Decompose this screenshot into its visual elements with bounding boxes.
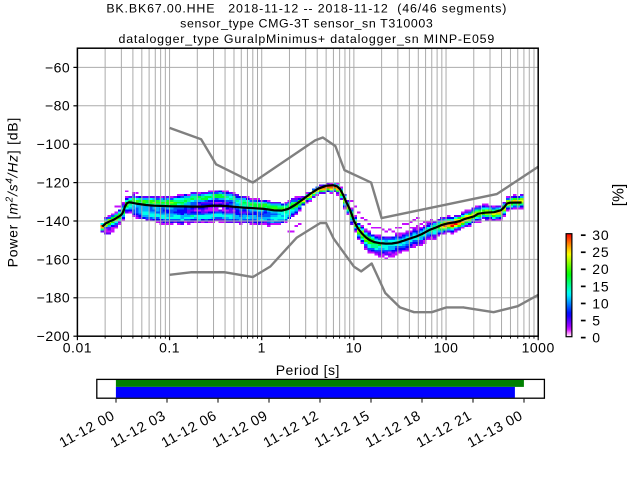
svg-text:−120: −120: [37, 175, 71, 191]
svg-text:10: 10: [346, 340, 363, 356]
svg-text:0.01: 0.01: [63, 340, 92, 356]
svg-text:−200: −200: [37, 328, 71, 344]
svg-text:25: 25: [592, 244, 609, 260]
svg-text:100: 100: [434, 340, 459, 356]
svg-text:−100: −100: [37, 136, 71, 152]
svg-text:BK.BK67.00.HHE 2018-11-12 --: BK.BK67.00.HHE 2018-11-12 -- 2018-11-12 …: [106, 1, 507, 15]
svg-text:Period [s]: Period [s]: [276, 362, 340, 378]
svg-text:[%]: [%]: [611, 184, 628, 206]
svg-text:−160: −160: [37, 251, 71, 267]
svg-text:1: 1: [258, 340, 266, 356]
svg-text:−140: −140: [37, 213, 71, 229]
svg-text:sensor_type CMG-3T sensor_sn T: sensor_type CMG-3T sensor_sn T310003: [180, 17, 433, 31]
svg-text:−180: −180: [37, 290, 71, 306]
svg-text:1000: 1000: [522, 340, 555, 356]
svg-text:15: 15: [592, 278, 609, 294]
svg-text:10: 10: [592, 295, 609, 311]
svg-text:−80: −80: [45, 98, 70, 114]
svg-text:Power [m2/s4/Hz] [dB]: Power [m2/s4/Hz] [dB]: [5, 117, 21, 267]
svg-text:5: 5: [592, 312, 601, 328]
svg-text:0: 0: [592, 330, 601, 346]
svg-text:−60: −60: [45, 59, 70, 75]
svg-text:20: 20: [592, 261, 609, 277]
svg-text:0.1: 0.1: [159, 340, 180, 356]
svg-text:30: 30: [592, 227, 609, 243]
svg-text:datalogger_type GuralpMinimus+: datalogger_type GuralpMinimus+ datalogge…: [118, 32, 495, 46]
